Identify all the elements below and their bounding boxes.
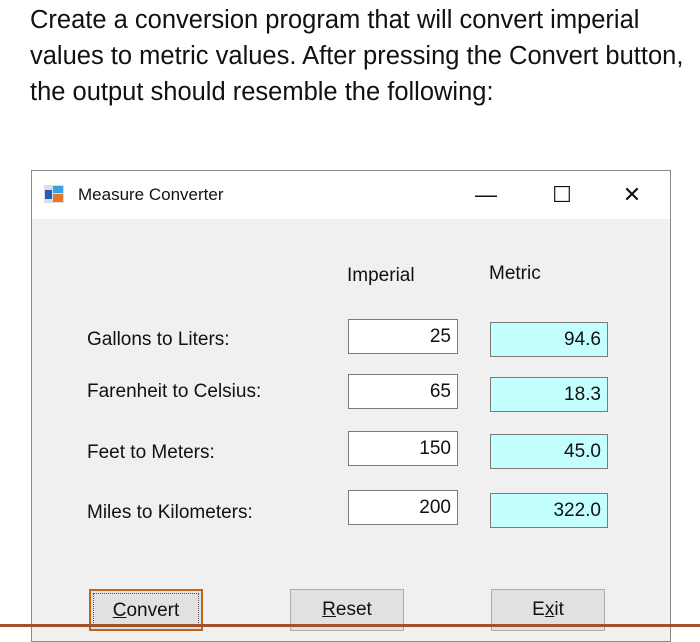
reset-label-post: eset (335, 599, 372, 620)
bottom-divider (0, 624, 700, 627)
liters-output: 94.6 (490, 322, 608, 357)
window-title: Measure Converter (78, 185, 224, 204)
convert-label-key: C (112, 600, 127, 621)
windows-form-icon (44, 185, 64, 203)
close-button[interactable]: ✕ (612, 179, 652, 211)
minimize-icon: — (475, 182, 497, 207)
metric-header: Metric (489, 263, 541, 284)
instructions-text: Create a conversion program that will co… (30, 6, 684, 106)
exit-label-pre: E (532, 599, 545, 620)
convert-label-post: onvert (126, 600, 180, 621)
row-label-feet: Feet to Meters: (87, 442, 215, 463)
row-label-gallons: Gallons to Liters: (87, 329, 230, 350)
exit-label-post: it (554, 599, 564, 620)
maximize-button[interactable]: ☐ (542, 179, 582, 211)
exit-label-key: x (544, 599, 555, 620)
minimize-button[interactable]: — (466, 179, 506, 211)
gallons-input[interactable]: 25 (348, 319, 458, 354)
fahrenheit-input[interactable]: 65 (348, 374, 458, 409)
measure-converter-window: Measure Converter — ☐ ✕ Imperial Metric … (31, 170, 671, 642)
row-label-miles: Miles to Kilometers: (87, 502, 253, 523)
close-icon: ✕ (622, 182, 642, 207)
row-label-fahrenheit: Farenheit to Celsius: (87, 381, 262, 402)
feet-input[interactable]: 150 (348, 431, 458, 466)
maximize-icon: ☐ (552, 182, 572, 207)
meters-output: 45.0 (490, 434, 608, 469)
kilometers-output: 322.0 (490, 493, 608, 528)
miles-input[interactable]: 200 (348, 490, 458, 525)
imperial-header: Imperial (347, 265, 415, 286)
reset-label-key: R (322, 599, 336, 620)
celsius-output: 18.3 (490, 377, 608, 412)
title-bar[interactable]: Measure Converter — ☐ ✕ (32, 171, 670, 219)
